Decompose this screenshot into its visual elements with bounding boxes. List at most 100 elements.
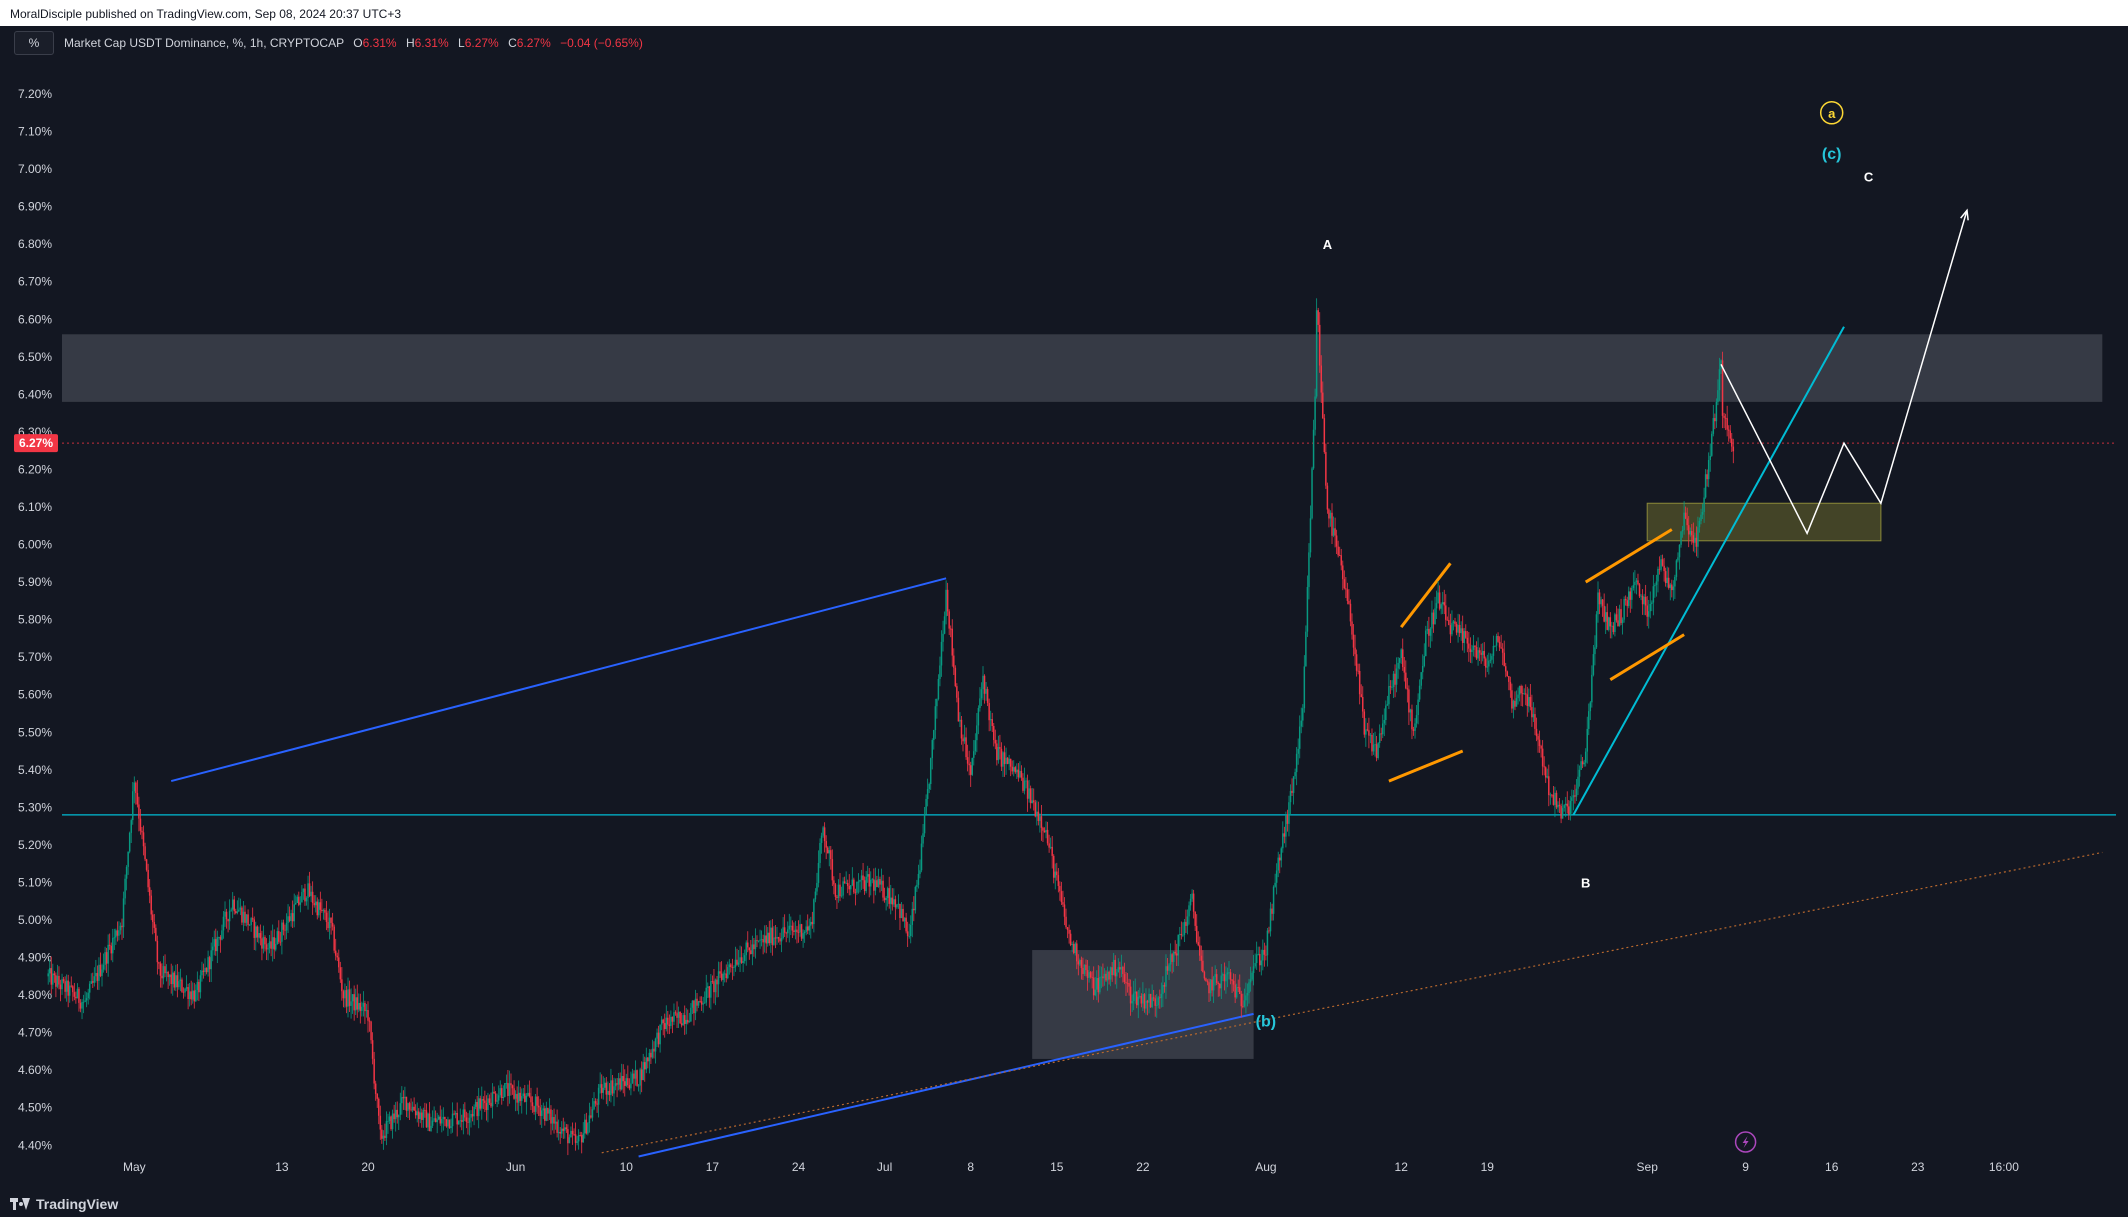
- candle-body: [85, 998, 88, 1001]
- candle-body: [842, 881, 844, 896]
- candle-body: [1312, 429, 1315, 469]
- candle-body: [877, 878, 880, 887]
- candle-body: [1249, 979, 1252, 983]
- candle-body: [882, 880, 884, 898]
- candle-body: [908, 935, 910, 937]
- candle-body: [250, 918, 252, 925]
- candle-body: [980, 689, 983, 699]
- candle-body: [580, 1135, 583, 1143]
- candle-body: [590, 1115, 592, 1118]
- candle-body: [513, 1088, 515, 1099]
- low-value: 6.27%: [464, 36, 499, 50]
- candle-body: [1225, 974, 1227, 982]
- y-tick-label: 5.10%: [18, 875, 52, 889]
- candle-body: [425, 1110, 428, 1128]
- orange-flag-2-lower: [1609, 633, 1685, 681]
- candle-body: [1109, 967, 1112, 980]
- candle-body: [156, 940, 159, 963]
- candle-body: [1280, 848, 1283, 861]
- candle-body: [674, 1012, 677, 1014]
- candle-body: [381, 1129, 383, 1139]
- candle-body: [647, 1057, 649, 1062]
- candle-body: [974, 740, 977, 752]
- candle-body: [1354, 647, 1356, 655]
- candle-body: [1471, 649, 1473, 653]
- candle-body: [644, 1062, 646, 1070]
- candle-body: [1129, 986, 1132, 1004]
- wave-label: A: [1323, 237, 1333, 252]
- candle-body: [645, 1057, 648, 1070]
- candle-body: [843, 881, 846, 884]
- candle-body: [1185, 921, 1187, 926]
- candle-body: [637, 1085, 640, 1087]
- candle-body: [1480, 652, 1482, 655]
- candle-body: [108, 944, 111, 946]
- candle-body: [1412, 729, 1415, 731]
- candle-body: [1537, 736, 1539, 740]
- candle-body: [530, 1096, 532, 1103]
- candle-body: [1259, 953, 1261, 966]
- candle-body: [1409, 709, 1412, 713]
- candle-body: [331, 922, 334, 927]
- candle-body: [659, 1024, 661, 1045]
- candle-body: [1506, 671, 1509, 677]
- candle-body: [1666, 577, 1668, 584]
- candle-body: [690, 1007, 692, 1022]
- candle-body: [207, 957, 209, 973]
- candle-body: [334, 950, 337, 956]
- candle-body: [1448, 620, 1450, 626]
- candle-body: [373, 1058, 375, 1084]
- projection-arrowhead: [1960, 208, 1969, 221]
- candle-body: [871, 879, 874, 881]
- x-tick-label: 8: [967, 1160, 974, 1174]
- candle-body: [1606, 612, 1608, 630]
- candle-body: [256, 926, 259, 938]
- candle-body: [539, 1107, 541, 1116]
- candle-body: [278, 931, 280, 942]
- candle-body: [1103, 973, 1106, 979]
- candle-body: [1154, 998, 1156, 1006]
- candle-body: [1060, 891, 1063, 903]
- candle-body: [793, 930, 795, 932]
- candle-body: [768, 932, 771, 944]
- candle-body: [1323, 418, 1326, 453]
- candle-body: [800, 924, 803, 939]
- candle-body: [394, 1109, 397, 1120]
- candle-body: [667, 1017, 669, 1025]
- candle-body: [628, 1085, 631, 1089]
- candle-body: [820, 835, 823, 843]
- candle-body: [1298, 726, 1301, 749]
- candle-body: [1675, 560, 1678, 577]
- candle-body: [1223, 974, 1226, 982]
- percent-scale-button[interactable]: %: [14, 31, 54, 55]
- candle-body: [1100, 976, 1103, 978]
- candle-body: [139, 818, 142, 831]
- candle-body: [576, 1141, 578, 1143]
- orange-flag-2-upper: [1584, 528, 1673, 584]
- candle-body: [1005, 757, 1007, 765]
- tradingview-brand[interactable]: TradingView: [10, 1196, 118, 1212]
- candle-body: [417, 1111, 420, 1119]
- price-chart[interactable]: 7.20% 7.10% 7.00% 6.90% 6.80% 6.70% 6.60% 6.50%…: [0, 26, 2128, 1191]
- candle-body: [1306, 587, 1309, 632]
- wave-label: (b): [1256, 1013, 1276, 1030]
- candle-body: [324, 909, 326, 913]
- candle-body: [874, 880, 877, 891]
- candle-body: [1700, 514, 1702, 521]
- candle-body: [1520, 685, 1522, 694]
- open-value: 6.31%: [362, 36, 397, 50]
- candle-body: [1389, 686, 1392, 688]
- candle-body: [1649, 603, 1652, 612]
- candle-body: [702, 1003, 704, 1005]
- candle-body: [1157, 997, 1160, 1006]
- candle-body: [110, 945, 112, 954]
- close-value: 6.27%: [516, 36, 551, 50]
- candle-body: [336, 955, 338, 958]
- candle-body: [1209, 979, 1212, 994]
- candle-body: [1707, 460, 1710, 480]
- candle-body: [481, 1099, 483, 1109]
- candle-body: [1096, 977, 1098, 990]
- candle-body: [1495, 635, 1498, 646]
- publish-info: MoralDisciple published on TradingView.c…: [10, 7, 402, 21]
- candle-body: [121, 925, 123, 928]
